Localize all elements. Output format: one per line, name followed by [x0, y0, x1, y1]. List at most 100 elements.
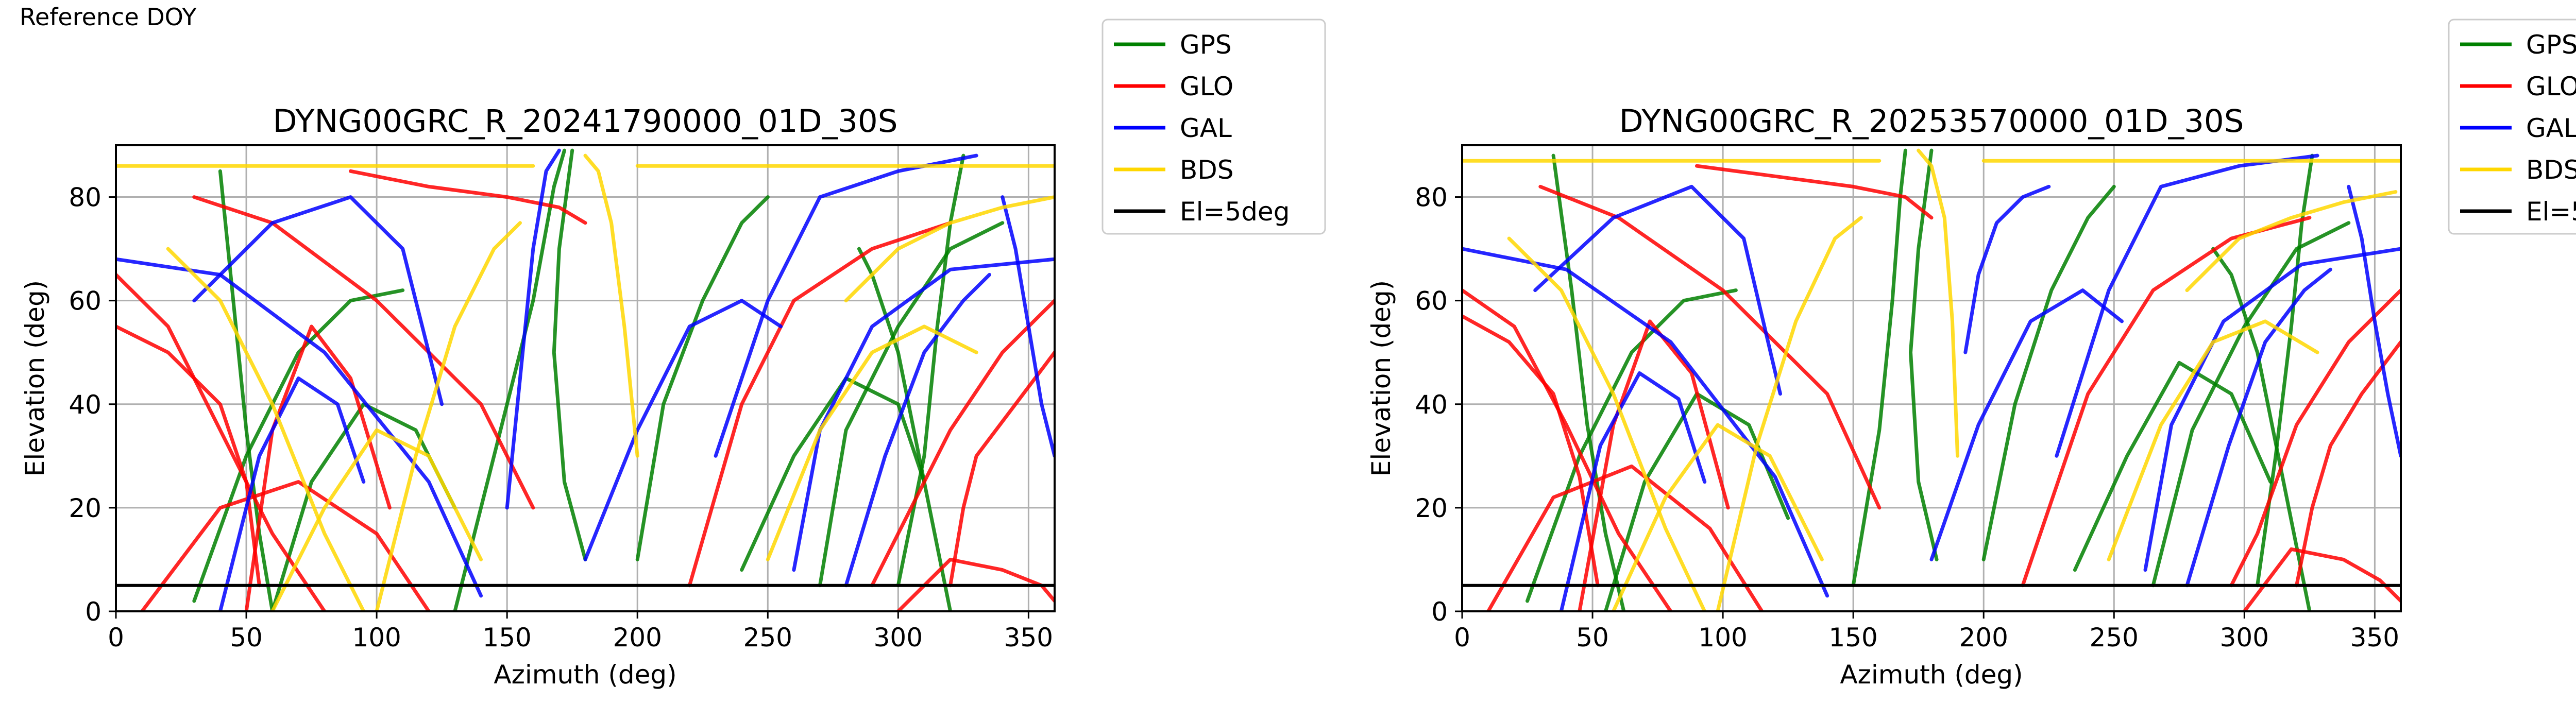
- y-tick-label: 40: [69, 390, 101, 420]
- y-tick-label: 80: [1415, 183, 1448, 213]
- track-gal: [714, 153, 978, 458]
- legend-label: GPS: [2526, 30, 2576, 60]
- track-glo: [1486, 464, 1764, 611]
- x-tick-label: 200: [1959, 623, 2008, 653]
- track-gal: [1963, 184, 2051, 354]
- track-gps: [1851, 148, 1907, 588]
- track-glo: [116, 324, 261, 588]
- track-gal: [116, 257, 483, 598]
- x-tick-label: 350: [1004, 623, 1053, 653]
- track-gal: [505, 148, 561, 510]
- track-gps: [1551, 153, 1626, 611]
- track-glo: [2242, 547, 2401, 611]
- legend-label: BDS: [1180, 155, 1234, 185]
- track-gps: [1603, 392, 1790, 611]
- track-gps: [635, 195, 770, 561]
- track-gal: [1929, 288, 2124, 561]
- track-gps: [818, 221, 1005, 588]
- track-gal: [192, 195, 444, 406]
- track-bds: [766, 324, 978, 561]
- track-glo: [192, 195, 535, 510]
- track-glo: [116, 272, 327, 611]
- track-bds: [2107, 319, 2319, 561]
- track-gps: [857, 247, 953, 611]
- track-bds: [844, 195, 1055, 303]
- track-bds: [375, 221, 522, 611]
- track-bds: [583, 153, 639, 458]
- track-gps: [218, 169, 275, 611]
- track-gal: [2055, 153, 2319, 458]
- y-tick-label: 60: [1415, 286, 1448, 316]
- x-tick-label: 150: [482, 623, 531, 653]
- x-tick-label: 0: [108, 623, 124, 653]
- y-axis-label: Elevation (deg): [20, 280, 50, 476]
- track-gps: [453, 148, 566, 611]
- y-tick-label: 20: [69, 493, 101, 523]
- track-glo: [948, 350, 1055, 588]
- track-bds: [1917, 148, 1960, 458]
- x-axis-label: Azimuth (deg): [1840, 660, 2023, 690]
- track-gal: [792, 257, 1055, 572]
- track-gal: [844, 272, 991, 588]
- track-glo: [1538, 184, 1882, 510]
- y-tick-label: 40: [1415, 390, 1448, 420]
- plot-area-2: [1462, 148, 2401, 611]
- track-bds: [1612, 423, 1824, 611]
- x-tick-label: 350: [2350, 623, 2399, 653]
- track-glo: [2229, 288, 2401, 588]
- y-tick-label: 60: [69, 286, 101, 316]
- x-tick-label: 0: [1454, 623, 1470, 653]
- track-bds: [166, 247, 366, 611]
- axes-frame: [1461, 144, 2402, 612]
- track-glo: [140, 480, 431, 611]
- track-glo: [1695, 164, 1934, 220]
- track-glo: [2295, 340, 2401, 588]
- track-gal: [218, 376, 366, 611]
- track-gal: [1533, 184, 1782, 396]
- x-tick-label: 50: [230, 623, 263, 653]
- chart-title: DYNG00GRC_R_20241790000_01D_30S: [273, 103, 898, 140]
- track-gps: [1981, 184, 2116, 561]
- track-glo: [896, 557, 1055, 611]
- track-gps: [2073, 361, 2273, 572]
- axes-frame: [115, 144, 1056, 612]
- legend-label: El=5deg: [1180, 197, 1290, 227]
- track-glo: [244, 324, 392, 611]
- track-gal: [1559, 371, 1707, 611]
- x-tick-label: 50: [1576, 623, 1609, 653]
- x-tick-label: 150: [1828, 623, 1877, 653]
- y-tick-label: 80: [69, 183, 101, 213]
- legend-box: [1101, 19, 1326, 235]
- x-tick-label: 300: [2220, 623, 2269, 653]
- track-bds: [1716, 216, 1863, 611]
- chart-title: DYNG00GRC_R_20253570000_01D_30S: [1619, 103, 2244, 140]
- x-tick-label: 100: [1698, 623, 1747, 653]
- track-gps: [2211, 247, 2312, 611]
- track-gps: [2151, 221, 2351, 588]
- track-glo: [870, 299, 1055, 588]
- y-tick-label: 20: [1415, 493, 1448, 523]
- legend-label: GAL: [2526, 113, 2576, 143]
- x-tick-label: 200: [613, 623, 662, 653]
- y-tick-label: 0: [1431, 597, 1448, 627]
- track-glo: [1462, 288, 1673, 611]
- legend-label: GLO: [1180, 72, 1233, 101]
- track-bds: [1507, 236, 1707, 611]
- chart-panel-1: 0 50 100 150 200 250 300 350 0 20 40 60 80 DYNG00GRC_…: [20, 19, 1326, 690]
- legend: GPS GLO GAL BDS El=5deg: [2448, 19, 2576, 235]
- legend-label: GPS: [1180, 30, 1232, 60]
- track-bds: [270, 428, 483, 611]
- x-tick-label: 100: [352, 623, 401, 653]
- legend-label: GAL: [1180, 113, 1232, 143]
- legend: GPS GLO GAL BDS El=5deg: [1101, 19, 1326, 235]
- track-gal: [2347, 184, 2401, 458]
- y-axis-label: Elevation (deg): [1366, 280, 1396, 476]
- y-tick-label: 0: [85, 597, 101, 627]
- track-glo: [349, 169, 587, 225]
- track-bds: [2185, 190, 2398, 293]
- legend-box: [2448, 19, 2576, 235]
- track-gal: [2185, 267, 2332, 588]
- track-gps: [1909, 148, 1939, 561]
- track-gal: [2143, 247, 2401, 572]
